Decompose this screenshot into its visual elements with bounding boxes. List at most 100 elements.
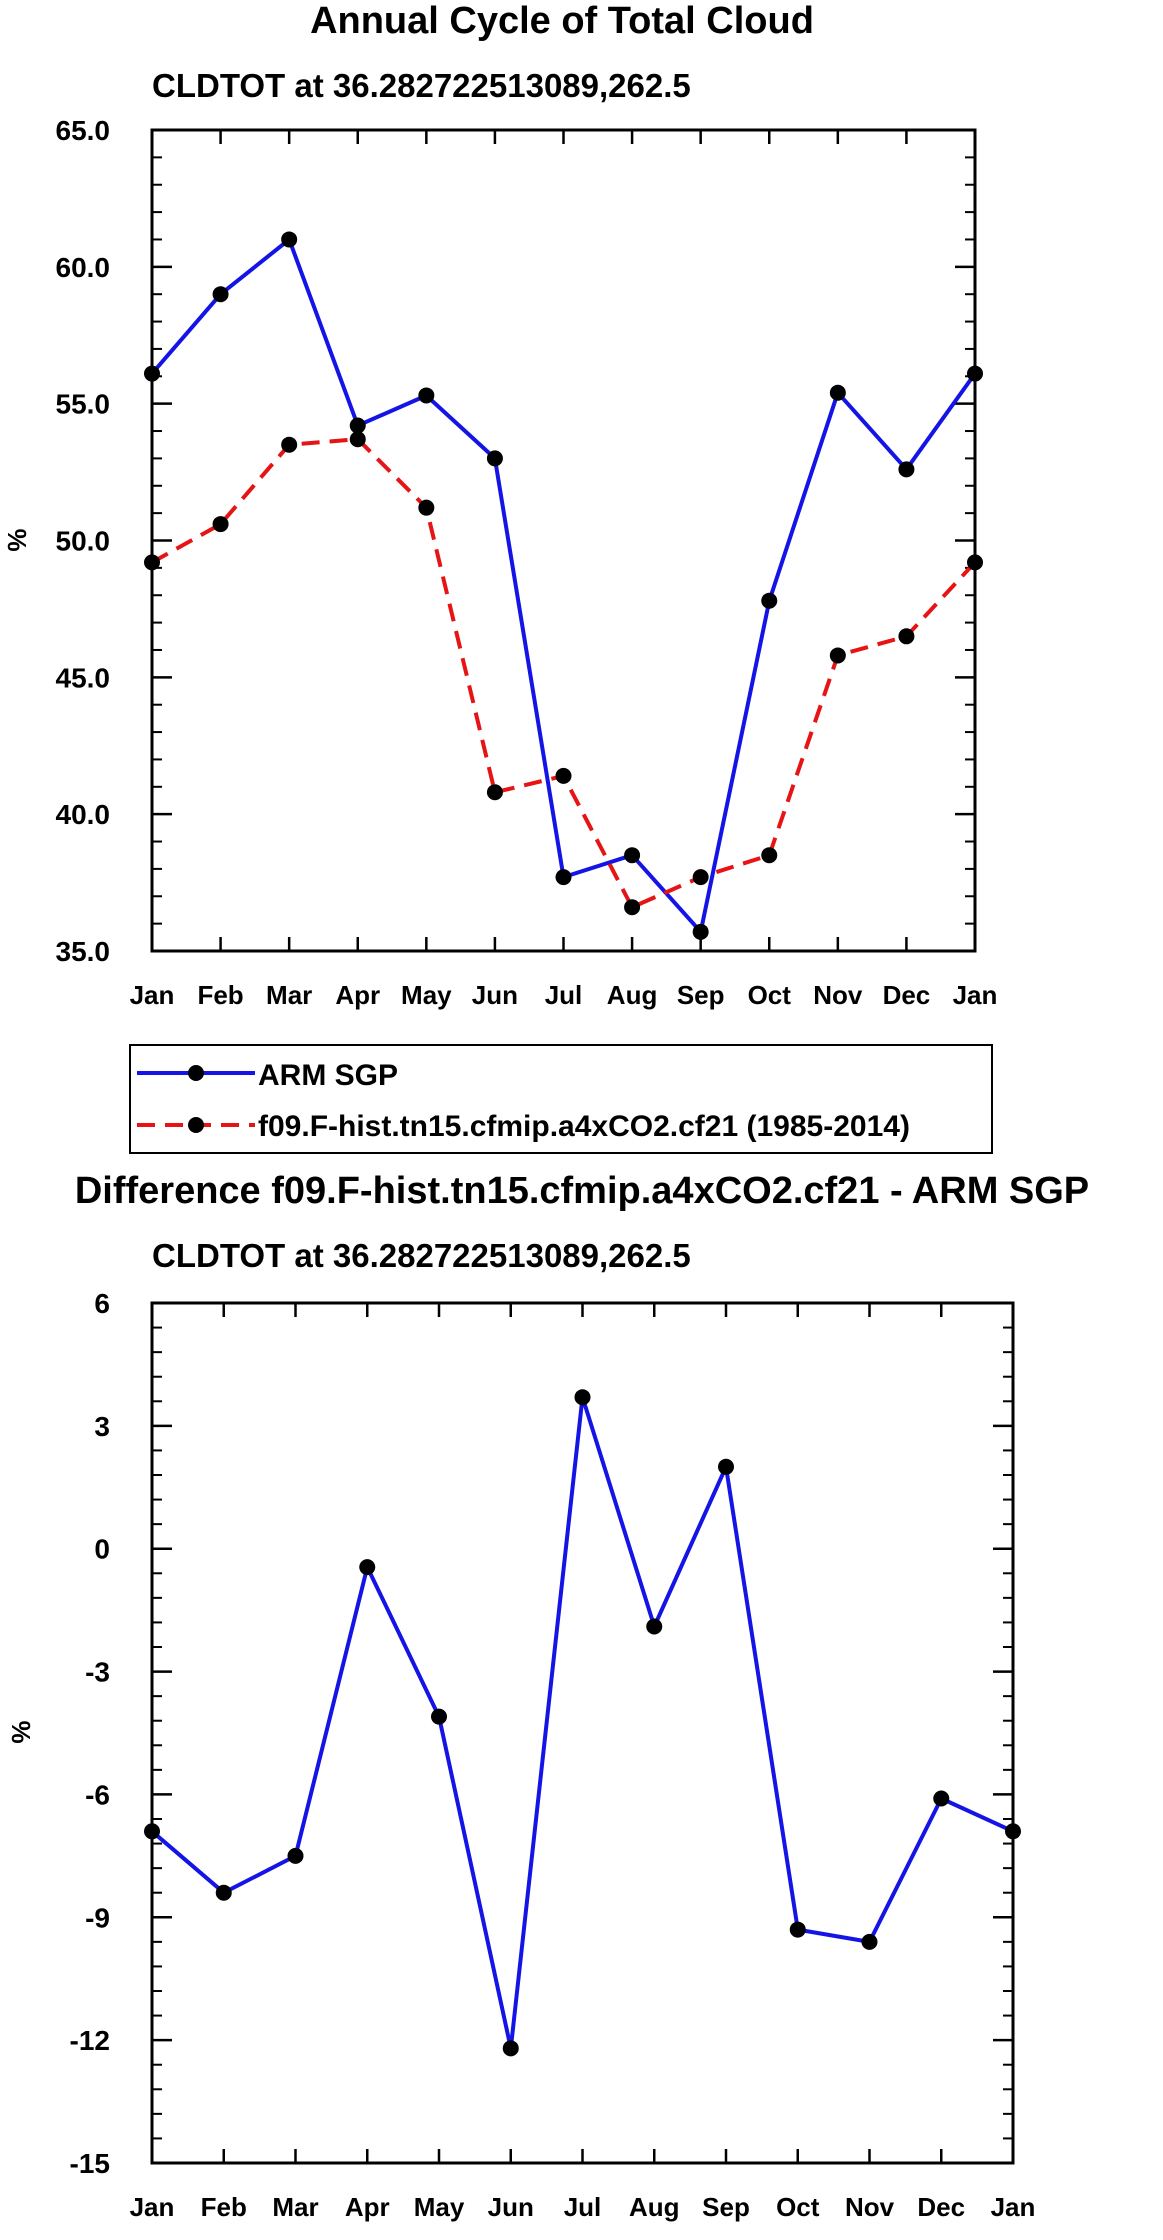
data-point [692, 923, 709, 940]
axis-ticks [150, 1301, 1015, 2165]
x-tick-label: Nov [845, 2192, 895, 2222]
data-point [761, 592, 778, 609]
data-point [418, 387, 435, 404]
data-point [624, 899, 641, 916]
data-point [861, 1933, 878, 1950]
data-point [418, 499, 435, 516]
data-point [281, 436, 298, 453]
legend-box [129, 1044, 993, 1154]
legend-entry-arm-sgp: ARM SGP [137, 1059, 398, 1092]
x-tick-label: Feb [201, 2192, 247, 2222]
y-tick-label: 65.0 [56, 115, 111, 146]
y-tick-label: 3 [94, 1411, 110, 1442]
legend-marker-model [188, 1117, 204, 1133]
plot-frame [150, 1301, 1015, 2165]
x-tick-label: Jan [130, 2192, 175, 2222]
x-tick-label: Jun [488, 2192, 534, 2222]
y-tick-labels: -15 -12 -9 -6 -3 0 3 6 [70, 1288, 110, 2179]
x-tick-label: Jan [991, 2192, 1036, 2222]
x-tick-label: Jul [545, 980, 583, 1010]
y-tick-label: 60.0 [56, 252, 111, 283]
x-tick-label: May [401, 980, 452, 1010]
x-tick-label: Sep [702, 2192, 750, 2222]
data-point [212, 516, 229, 533]
y-axis-label: % [6, 1720, 36, 1743]
difference-chart: Difference f09.F-hist.tn15.cfmip.a4xCO2.… [6, 1170, 1089, 2222]
data-point [829, 647, 846, 664]
legend-entry-model: f09.F-hist.tn15.cfmip.a4xCO2.cf21 (1985-… [137, 1110, 910, 1143]
x-tick-label: Aug [607, 980, 658, 1010]
data-point [287, 1847, 304, 1864]
x-tick-label: Jan [130, 980, 175, 1010]
data-point [624, 847, 641, 864]
x-tick-label: Oct [748, 980, 792, 1010]
data-point [761, 847, 778, 864]
data-point [933, 1790, 950, 1807]
x-tick-label: Mar [266, 980, 312, 1010]
data-point [215, 1884, 232, 1901]
x-tick-label: Jul [564, 2192, 602, 2222]
y-tick-label: 50.0 [56, 526, 111, 557]
x-tick-label: Sep [677, 980, 725, 1010]
series-line-0 [150, 1395, 1014, 2051]
data-point [281, 231, 298, 248]
y-tick-label: 0 [94, 1534, 110, 1565]
data-point [349, 417, 366, 434]
y-tick-label: 40.0 [56, 799, 111, 830]
data-point [502, 2040, 519, 2057]
y-tick-label: -12 [70, 2025, 110, 2056]
data-point [486, 784, 503, 801]
x-tick-label: Mar [272, 2192, 318, 2222]
chart-subtitle: CLDTOT at 36.282722513089,262.5 [152, 1237, 691, 1274]
y-axis-label: % [2, 528, 32, 551]
series-line-0 [150, 237, 977, 934]
y-tick-labels: 35.0 40.0 45.0 50.0 55.0 60.0 65.0 [56, 115, 111, 967]
data-point [692, 869, 709, 886]
data-point [555, 767, 572, 784]
x-tick-label: Nov [813, 980, 863, 1010]
y-tick-label: 6 [94, 1288, 110, 1319]
data-point [898, 628, 915, 645]
series-line-1 [151, 437, 977, 910]
x-tick-label: Apr [335, 980, 380, 1010]
data-point [646, 1618, 663, 1635]
legend-label-model: f09.F-hist.tn15.cfmip.a4xCO2.cf21 (1985-… [258, 1110, 910, 1143]
annual-cycle-chart: Annual Cycle of Total Cloud CLDTOT at 36… [2, 0, 998, 1154]
legend-marker-arm-sgp [188, 1065, 204, 1081]
series-group [144, 1389, 1021, 2057]
data-point [718, 1458, 734, 1475]
x-tick-label: Jun [472, 980, 518, 1010]
data-point [898, 461, 915, 478]
y-tick-label: 45.0 [56, 662, 111, 693]
y-tick-label: -6 [85, 1779, 110, 1810]
y-tick-label: -15 [70, 2148, 110, 2179]
x-tick-label: Oct [776, 2192, 820, 2222]
data-point [574, 1389, 591, 1406]
series-group [144, 231, 983, 940]
legend-label-arm-sgp: ARM SGP [258, 1059, 398, 1092]
y-tick-label: -3 [85, 1657, 110, 1688]
chart-subtitle: CLDTOT at 36.282722513089,262.5 [152, 67, 691, 104]
y-tick-label: 55.0 [56, 389, 111, 420]
x-tick-label: Jan [953, 980, 998, 1010]
x-tick-label: Dec [883, 980, 931, 1010]
data-point [829, 384, 846, 401]
data-point [486, 450, 503, 467]
data-point [431, 1708, 447, 1725]
data-point [359, 1559, 376, 1576]
plot-frame [150, 128, 977, 953]
x-tick-label: Apr [345, 2192, 390, 2222]
axis-ticks [150, 128, 977, 953]
data-point [555, 869, 572, 886]
y-tick-label: -9 [85, 1902, 110, 1933]
legend: ARM SGP f09.F-hist.tn15.cfmip.a4xCO2.cf2… [129, 1044, 993, 1154]
x-tick-label: Aug [629, 2192, 680, 2222]
y-tick-label: 35.0 [56, 936, 111, 967]
data-point [349, 431, 366, 448]
x-tick-labels: Jan Feb Mar Apr May Jun Jul Aug Sep Oct Nov Dec Jan [130, 2192, 1036, 2222]
x-tick-labels: Jan Feb Mar Apr May Jun Jul Aug Sep Oct Nov Dec Jan [130, 980, 998, 1010]
data-point [789, 1921, 806, 1938]
x-tick-label: May [414, 2192, 465, 2222]
chart-title: Annual Cycle of Total Cloud [310, 0, 814, 42]
